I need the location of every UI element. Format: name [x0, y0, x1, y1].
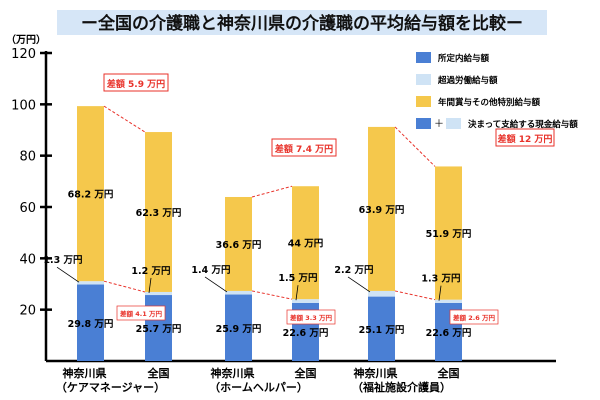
category-sublabel: （ケアマネージャー）	[56, 381, 165, 394]
bar-segment	[145, 132, 172, 292]
category-label: 神奈川県	[211, 366, 255, 380]
bar-segment	[225, 290, 252, 295]
bar-label-base: 25.9 万円	[216, 324, 262, 335]
bar-segment	[368, 126, 395, 291]
y-tick-label: 80	[19, 150, 36, 165]
legend-label: 決まって支給する現金給与額	[468, 119, 578, 130]
bar-label-bonus: 51.9 万円	[426, 229, 472, 240]
monthly-diff-box	[116, 305, 166, 321]
bar-label-overtime: 1.3 万円	[43, 255, 82, 266]
legend-label: 超過労働給与額	[437, 75, 498, 86]
y-tick-label: 60	[19, 201, 36, 216]
chart-title: ー全国の介護職と神奈川県の介護職の平均給与額を比較ー	[81, 13, 523, 34]
category-label: 全国	[147, 366, 170, 380]
monthly-diff-label: 差額 3.3 万円	[290, 313, 333, 322]
category-label: 全国	[294, 366, 317, 380]
bar-segment	[225, 294, 252, 361]
bar-segment	[435, 299, 462, 303]
bar-label-base: 22.6 万円	[283, 328, 329, 339]
total-diff-box	[103, 73, 169, 92]
legend-swatch	[416, 118, 431, 129]
leader-line	[347, 276, 371, 293]
monthly-diff-label: 差額 4.1 万円	[120, 309, 163, 318]
diff-dash-line	[394, 126, 436, 167]
bar-segment	[435, 166, 462, 300]
bar-label-overtime: 2.2 万円	[334, 265, 373, 276]
category-sublabel: （福祉施設介護員）	[352, 380, 451, 394]
monthly-diff-label: 差額 2.6 万円	[453, 313, 496, 322]
total-diff-label: 差額 5.9 万円	[107, 78, 165, 90]
bar-segment	[368, 290, 395, 297]
y-tick-label: 20	[19, 304, 36, 319]
diff-dash-line	[103, 280, 146, 293]
total-diff-box	[271, 138, 337, 157]
bar-segment	[77, 281, 104, 285]
bar-label-base: 25.7 万円	[136, 324, 182, 335]
diff-dash-line	[103, 105, 146, 133]
category-label: 全国	[437, 366, 460, 380]
bar-label-overtime: 1.2 万円	[131, 266, 170, 277]
bar-segment	[225, 196, 252, 291]
diff-dash-line	[251, 290, 293, 300]
leader-line	[204, 276, 228, 293]
bar-label-base: 29.8 万円	[68, 319, 114, 330]
bar-label-base: 25.1 万円	[359, 325, 405, 336]
y-axis-unit: （万円）	[6, 33, 46, 46]
bar-label-bonus: 68.2 万円	[68, 190, 114, 201]
y-tick-label: 40	[19, 252, 36, 267]
leader-line	[438, 285, 442, 301]
bar-label-overtime: 1.3 万円	[421, 274, 460, 285]
legend-swatch	[416, 52, 431, 63]
leader-line	[56, 266, 80, 283]
monthly-diff-box	[286, 309, 336, 325]
category-sublabel: （ホームヘルパー）	[209, 381, 308, 394]
leader-line	[148, 277, 152, 294]
category-label: 神奈川県	[63, 366, 107, 380]
y-tick-label: 100	[11, 98, 36, 113]
bar-segment	[292, 299, 319, 303]
bar-label-bonus: 44 万円	[288, 239, 324, 250]
category-label: 神奈川県	[354, 366, 398, 380]
bar-label-base: 22.6 万円	[426, 328, 472, 339]
bar-segment	[145, 291, 172, 296]
bar-label-bonus: 63.9 万円	[359, 205, 405, 216]
bar-label-bonus: 62.3 万円	[136, 208, 182, 219]
total-diff-label: 差額 12 万円	[498, 133, 553, 145]
bar-segment	[292, 186, 319, 300]
legend-label: 年間賞与その他特別給与額	[438, 97, 541, 108]
legend-swatch	[416, 96, 431, 107]
bar-segment	[77, 106, 104, 282]
bar-label-bonus: 36.6 万円	[216, 240, 262, 251]
legend-label: 所定内給与額	[437, 53, 490, 64]
legend-swatch	[416, 74, 431, 85]
total-diff-box	[495, 128, 555, 147]
bar-segment	[77, 284, 104, 361]
diff-dash-line	[394, 290, 436, 301]
bar-segment	[368, 296, 395, 361]
bar-label-overtime: 1.5 万円	[278, 273, 317, 284]
legend-swatch	[446, 118, 461, 129]
legend-plus: ＋	[434, 119, 444, 130]
total-diff-label: 差額 7.4 万円	[275, 143, 333, 155]
monthly-diff-box	[449, 309, 499, 325]
leader-line	[295, 285, 299, 301]
diff-dash-line	[251, 185, 293, 198]
bar-label-overtime: 1.4 万円	[191, 265, 230, 276]
title-background	[57, 10, 547, 35]
y-tick-label: 120	[11, 47, 36, 62]
